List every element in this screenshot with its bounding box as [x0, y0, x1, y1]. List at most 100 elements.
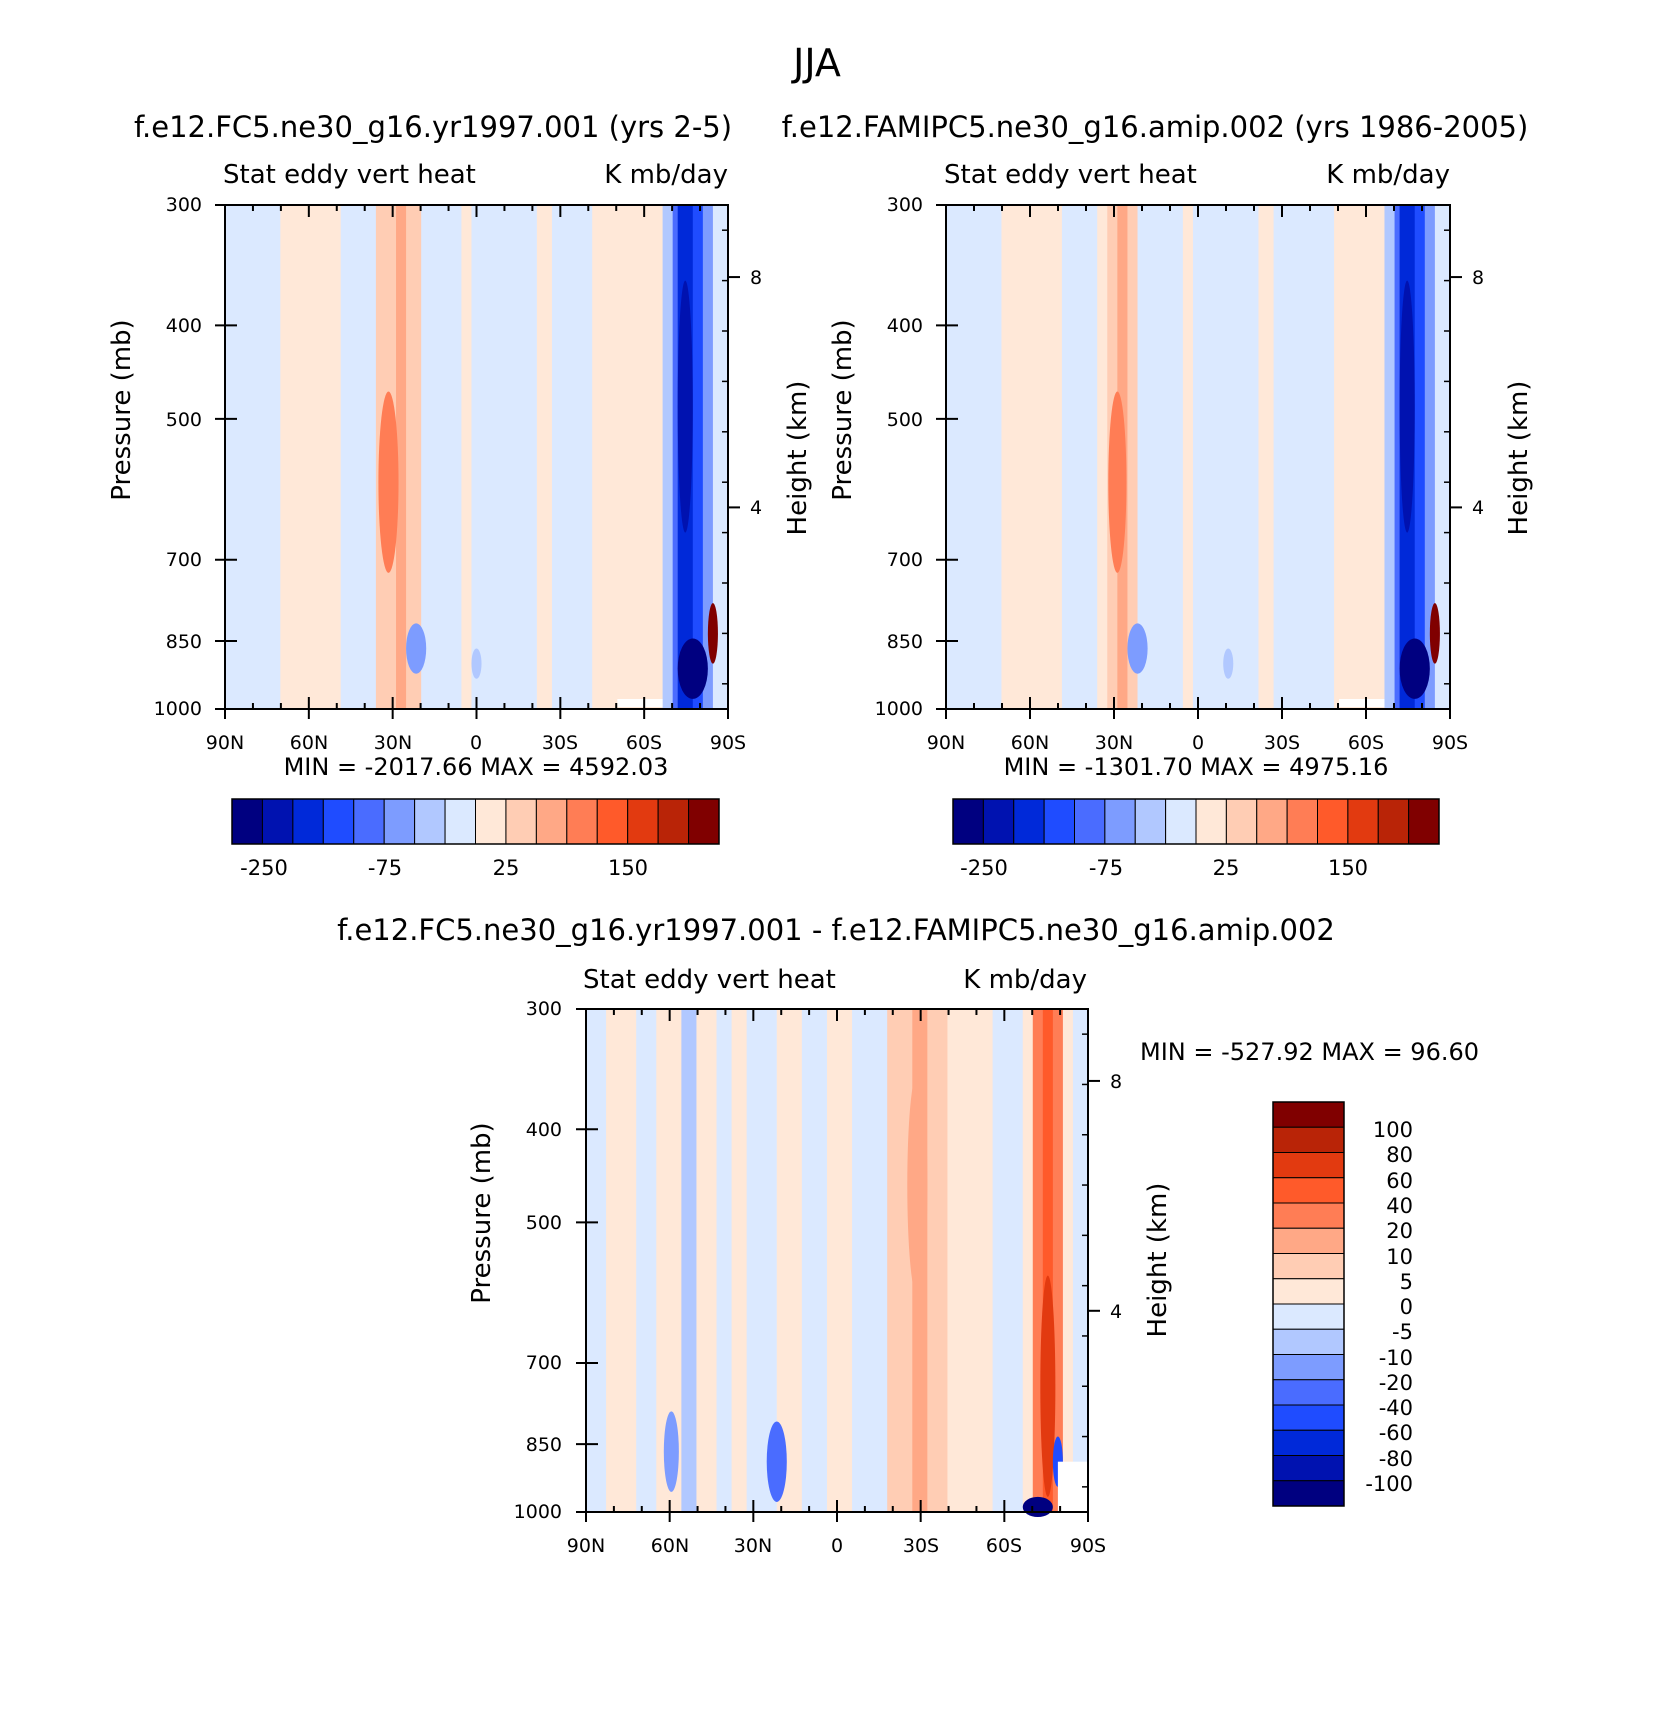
- field-band: [606, 1009, 637, 1512]
- colorbar-label: 20: [1386, 1219, 1413, 1243]
- colorbar-swatch: [1104, 798, 1136, 845]
- min-max-readout: MIN = -527.92 MAX = 96.60: [1140, 1038, 1479, 1066]
- field-band: [592, 205, 664, 709]
- heatmap-field: [946, 205, 1451, 709]
- field-feature: [1223, 648, 1234, 679]
- colorbar-label: -80: [1379, 1447, 1413, 1471]
- y-tick-label: 400: [526, 1119, 562, 1141]
- colorbar-label: 0: [1400, 1295, 1413, 1319]
- y-axis-label: Pressure (mb): [107, 319, 137, 500]
- y-axis-right-label: Height (km): [1143, 1183, 1173, 1338]
- field-feature: [1040, 1275, 1056, 1497]
- colorbar-swatch: [505, 798, 537, 845]
- panel-title: f.e12.FC5.ne30_g16.yr1997.001 - f.e12.FA…: [337, 913, 1335, 947]
- y-tick-label: 300: [526, 998, 562, 1020]
- colorbar-swatch: [1272, 1202, 1345, 1229]
- axis-ticks: [215, 204, 740, 719]
- colorbar-label: -250: [960, 856, 1008, 880]
- axis-ticks: [576, 1008, 1100, 1522]
- colorbar-label: 150: [608, 856, 648, 880]
- colorbar-swatch: [1377, 798, 1410, 845]
- y-tick-label: 500: [526, 1212, 562, 1234]
- colorbar-swatch: [475, 798, 507, 845]
- x-tick-label: 60S: [1348, 732, 1384, 754]
- colorbar-swatch: [1225, 798, 1258, 845]
- y-right-tick-label: 4: [750, 497, 762, 519]
- min-max-readout: MIN = -1301.70 MAX = 4975.16: [1004, 753, 1389, 781]
- field-band: [406, 205, 422, 709]
- colorbar-swatch: [952, 798, 984, 845]
- colorbar-swatch: [1272, 1126, 1345, 1153]
- colorbar-label: 10: [1386, 1245, 1413, 1269]
- panel-title: f.e12.FAMIPC5.ne30_g16.amip.002 (yrs 198…: [782, 110, 1529, 144]
- field-band: [551, 205, 593, 709]
- colorbar-swatch: [1272, 1328, 1345, 1355]
- field-band: [536, 205, 553, 709]
- subtitle-left: Stat eddy vert heat: [944, 160, 1197, 190]
- field-band: [992, 1009, 1024, 1512]
- x-tick-label: 30S: [903, 1535, 939, 1557]
- colorbar-swatch: [322, 798, 355, 845]
- y-tick-label: 300: [166, 194, 202, 216]
- field-feature: [677, 280, 693, 533]
- y-tick-label: 700: [526, 1352, 562, 1374]
- y-right-tick-label: 4: [1472, 497, 1484, 519]
- figure-title: JJA: [791, 41, 841, 85]
- colorbar-swatch: [1272, 1480, 1345, 1507]
- field-band: [1061, 205, 1098, 709]
- field-band: [1424, 205, 1436, 709]
- axis-ticks: [936, 204, 1462, 719]
- y-tick-label: 700: [887, 549, 923, 571]
- colorbar-label: -20: [1379, 1371, 1413, 1395]
- field-band: [586, 1009, 607, 1512]
- y-axis-label: Pressure (mb): [828, 319, 858, 500]
- field-band: [461, 205, 472, 709]
- colorbar-swatch: [1272, 1253, 1345, 1280]
- colorbar-swatch: [1408, 798, 1440, 845]
- panel-model1: f.e12.FC5.ne30_g16.yr1997.001 (yrs 2-5) …: [107, 110, 813, 880]
- field-feature: [907, 1074, 928, 1296]
- field-band: [946, 205, 1002, 709]
- field-mask: [617, 699, 663, 707]
- field-band: [1042, 1009, 1054, 1512]
- field-feature: [1399, 638, 1430, 699]
- field-band: [1001, 205, 1063, 709]
- field-band: [731, 1009, 748, 1512]
- y-tick-label: 500: [887, 409, 923, 431]
- x-tick-label: 60S: [626, 732, 662, 754]
- heatmap-field: [225, 205, 729, 709]
- field-feature: [1429, 603, 1440, 664]
- colorbar-label: -40: [1379, 1396, 1413, 1420]
- field-band: [702, 205, 714, 709]
- field-band: [421, 205, 462, 709]
- colorbar-swatch: [657, 798, 690, 845]
- subtitle-left: Stat eddy vert heat: [583, 965, 836, 995]
- colorbar-label: -100: [1365, 1472, 1413, 1496]
- field-band: [927, 1009, 948, 1512]
- subtitle-right: K mb/day: [963, 965, 1087, 995]
- field-feature: [471, 648, 482, 679]
- x-tick-label: 0: [1192, 732, 1204, 754]
- x-tick-label: 60N: [651, 1535, 689, 1557]
- x-tick-label: 30S: [542, 732, 578, 754]
- field-band: [1414, 205, 1426, 709]
- x-tick-label: 0: [470, 732, 482, 754]
- y-tick-label: 300: [887, 194, 923, 216]
- field-band: [692, 205, 704, 709]
- colorbar-swatch: [414, 798, 446, 845]
- colorbar-swatch: [1286, 798, 1318, 845]
- field-band: [1273, 205, 1335, 709]
- field-band: [852, 1009, 888, 1512]
- field-band: [396, 205, 407, 709]
- field-feature: [406, 623, 427, 674]
- y-tick-label: 500: [166, 409, 202, 431]
- field-band: [947, 1009, 994, 1512]
- x-tick-label: 60N: [290, 732, 328, 754]
- y-right-tick-label: 8: [750, 267, 762, 289]
- colorbar: [1272, 1101, 1345, 1507]
- y-tick-label: 1000: [514, 1501, 562, 1523]
- x-tick-label: 90S: [710, 732, 746, 754]
- colorbar-label: -60: [1379, 1421, 1413, 1445]
- colorbar-swatch: [1272, 1152, 1345, 1179]
